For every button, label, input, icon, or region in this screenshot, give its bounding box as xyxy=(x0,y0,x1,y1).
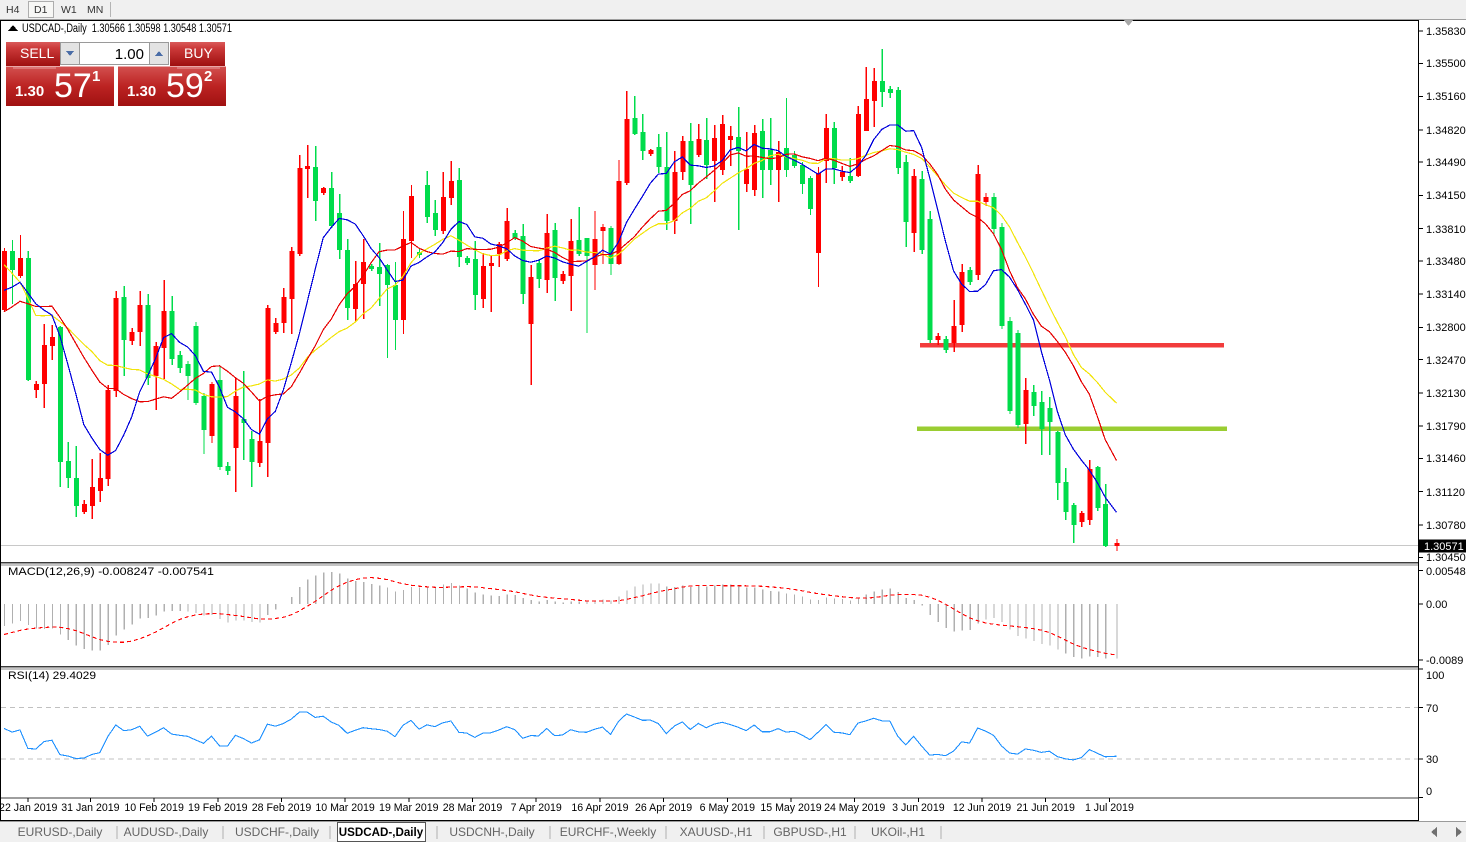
svg-text:0.005481: 0.005481 xyxy=(1426,566,1466,578)
svg-text:1 Jul 2019: 1 Jul 2019 xyxy=(1085,802,1134,814)
svg-text:19 Mar 2019: 19 Mar 2019 xyxy=(379,802,439,814)
svg-text:1.31120: 1.31120 xyxy=(1426,487,1465,499)
svg-text:6 May 2019: 6 May 2019 xyxy=(700,802,755,814)
svg-text:1: 1 xyxy=(92,68,100,85)
svg-text:W1: W1 xyxy=(61,4,77,16)
svg-text:100: 100 xyxy=(1426,670,1444,682)
svg-text:1.31790: 1.31790 xyxy=(1426,421,1466,433)
svg-text:USDCHF-,Daily: USDCHF-,Daily xyxy=(235,825,319,839)
svg-text:24 May 2019: 24 May 2019 xyxy=(824,802,885,814)
svg-text:10 Mar 2019: 10 Mar 2019 xyxy=(315,802,375,814)
svg-text:31 Jan 2019: 31 Jan 2019 xyxy=(61,802,119,814)
svg-text:59: 59 xyxy=(166,67,204,105)
svg-text:UKOil-,H1: UKOil-,H1 xyxy=(871,825,925,839)
svg-text:1.32130: 1.32130 xyxy=(1426,388,1466,400)
svg-text:USDCAD-,Daily 1.30566 1.30598: USDCAD-,Daily 1.30566 1.30598 1.30548 1.… xyxy=(22,23,232,35)
svg-text:1.30: 1.30 xyxy=(15,83,44,100)
svg-text:0: 0 xyxy=(1426,786,1432,798)
svg-text:1.34820: 1.34820 xyxy=(1426,125,1466,137)
svg-text:57: 57 xyxy=(54,67,92,105)
svg-text:28 Feb 2019: 28 Feb 2019 xyxy=(252,802,312,814)
svg-text:12 Jun 2019: 12 Jun 2019 xyxy=(953,802,1011,814)
svg-text:-0.0089: -0.0089 xyxy=(1426,655,1463,667)
svg-text:26 Apr 2019: 26 Apr 2019 xyxy=(635,802,692,814)
svg-text:19 Feb 2019: 19 Feb 2019 xyxy=(188,802,248,814)
svg-text:1.34150: 1.34150 xyxy=(1426,190,1466,202)
svg-text:1.32470: 1.32470 xyxy=(1426,355,1466,367)
svg-text:2: 2 xyxy=(204,68,212,85)
svg-text:22 Jan 2019: 22 Jan 2019 xyxy=(0,802,57,814)
svg-text:1.30: 1.30 xyxy=(127,83,156,100)
svg-text:3 Jun 2019: 3 Jun 2019 xyxy=(892,802,945,814)
svg-text:1.32800: 1.32800 xyxy=(1426,322,1466,334)
svg-text:AUDUSD-,Daily: AUDUSD-,Daily xyxy=(124,825,209,839)
svg-text:7 Apr 2019: 7 Apr 2019 xyxy=(511,802,562,814)
svg-text:GBPUSD-,H1: GBPUSD-,H1 xyxy=(773,825,847,839)
svg-text:H4: H4 xyxy=(6,4,20,16)
svg-text:USDCAD-,Daily: USDCAD-,Daily xyxy=(339,826,424,839)
svg-text:15 May 2019: 15 May 2019 xyxy=(760,802,821,814)
svg-text:1.34490: 1.34490 xyxy=(1426,157,1466,169)
svg-text:USDCNH-,Daily: USDCNH-,Daily xyxy=(449,825,534,839)
svg-text:1.30450: 1.30450 xyxy=(1426,552,1466,564)
svg-text:1.35500: 1.35500 xyxy=(1426,58,1466,70)
svg-text:10 Feb 2019: 10 Feb 2019 xyxy=(124,802,184,814)
svg-text:1.30780: 1.30780 xyxy=(1426,520,1466,532)
svg-text:21 Jun 2019: 21 Jun 2019 xyxy=(1017,802,1075,814)
svg-text:D1: D1 xyxy=(34,4,48,16)
svg-text:1.33810: 1.33810 xyxy=(1426,224,1466,236)
svg-text:1.33480: 1.33480 xyxy=(1426,256,1466,268)
svg-text:1.35160: 1.35160 xyxy=(1426,91,1466,103)
svg-text:BUY: BUY xyxy=(184,45,213,61)
svg-text:EURCHF-,Weekly: EURCHF-,Weekly xyxy=(560,825,656,839)
svg-text:30: 30 xyxy=(1426,754,1438,766)
svg-text:1.30571: 1.30571 xyxy=(1424,541,1464,553)
svg-text:EURUSD-,Daily: EURUSD-,Daily xyxy=(18,825,103,839)
svg-text:16 Apr 2019: 16 Apr 2019 xyxy=(571,802,628,814)
svg-text:RSI(14) 29.4029: RSI(14) 29.4029 xyxy=(8,670,96,682)
svg-text:1.33140: 1.33140 xyxy=(1426,289,1466,301)
svg-text:1.31460: 1.31460 xyxy=(1426,453,1466,465)
svg-text:0.00: 0.00 xyxy=(1426,599,1447,611)
svg-text:70: 70 xyxy=(1426,703,1438,715)
svg-text:SELL: SELL xyxy=(20,45,54,61)
svg-text:1.35830: 1.35830 xyxy=(1426,26,1466,38)
svg-text:MN: MN xyxy=(87,4,103,16)
svg-text:MACD(12,26,9) -0.008247 -0.007: MACD(12,26,9) -0.008247 -0.007541 xyxy=(8,566,214,578)
svg-text:XAUUSD-,H1: XAUUSD-,H1 xyxy=(680,825,753,839)
svg-text:28 Mar 2019: 28 Mar 2019 xyxy=(443,802,503,814)
svg-text:1.00: 1.00 xyxy=(115,46,144,63)
